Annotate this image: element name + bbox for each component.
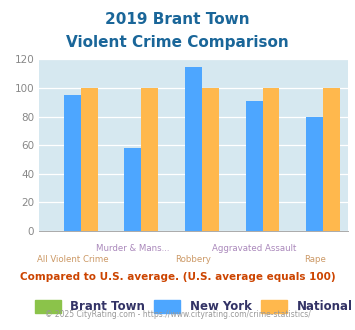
Bar: [185, 67, 202, 231]
Legend: Brant Town, New York, National: Brant Town, New York, National: [30, 295, 355, 318]
Text: © 2025 CityRating.com - https://www.cityrating.com/crime-statistics/: © 2025 CityRating.com - https://www.city…: [45, 310, 310, 319]
Text: Compared to U.S. average. (U.S. average equals 100): Compared to U.S. average. (U.S. average …: [20, 272, 335, 282]
Bar: [202, 88, 219, 231]
Text: Rape: Rape: [304, 255, 326, 264]
Bar: [64, 95, 81, 231]
Bar: [246, 101, 262, 231]
Bar: [141, 88, 158, 231]
Text: Aggravated Assault: Aggravated Assault: [212, 244, 296, 253]
Bar: [323, 88, 340, 231]
Text: Murder & Mans...: Murder & Mans...: [96, 244, 170, 253]
Bar: [81, 88, 98, 231]
Bar: [125, 148, 141, 231]
Text: All Violent Crime: All Violent Crime: [37, 255, 108, 264]
Text: 2019 Brant Town: 2019 Brant Town: [105, 12, 250, 26]
Bar: [306, 116, 323, 231]
Text: Violent Crime Comparison: Violent Crime Comparison: [66, 35, 289, 50]
Text: Robbery: Robbery: [175, 255, 212, 264]
Bar: [262, 88, 279, 231]
